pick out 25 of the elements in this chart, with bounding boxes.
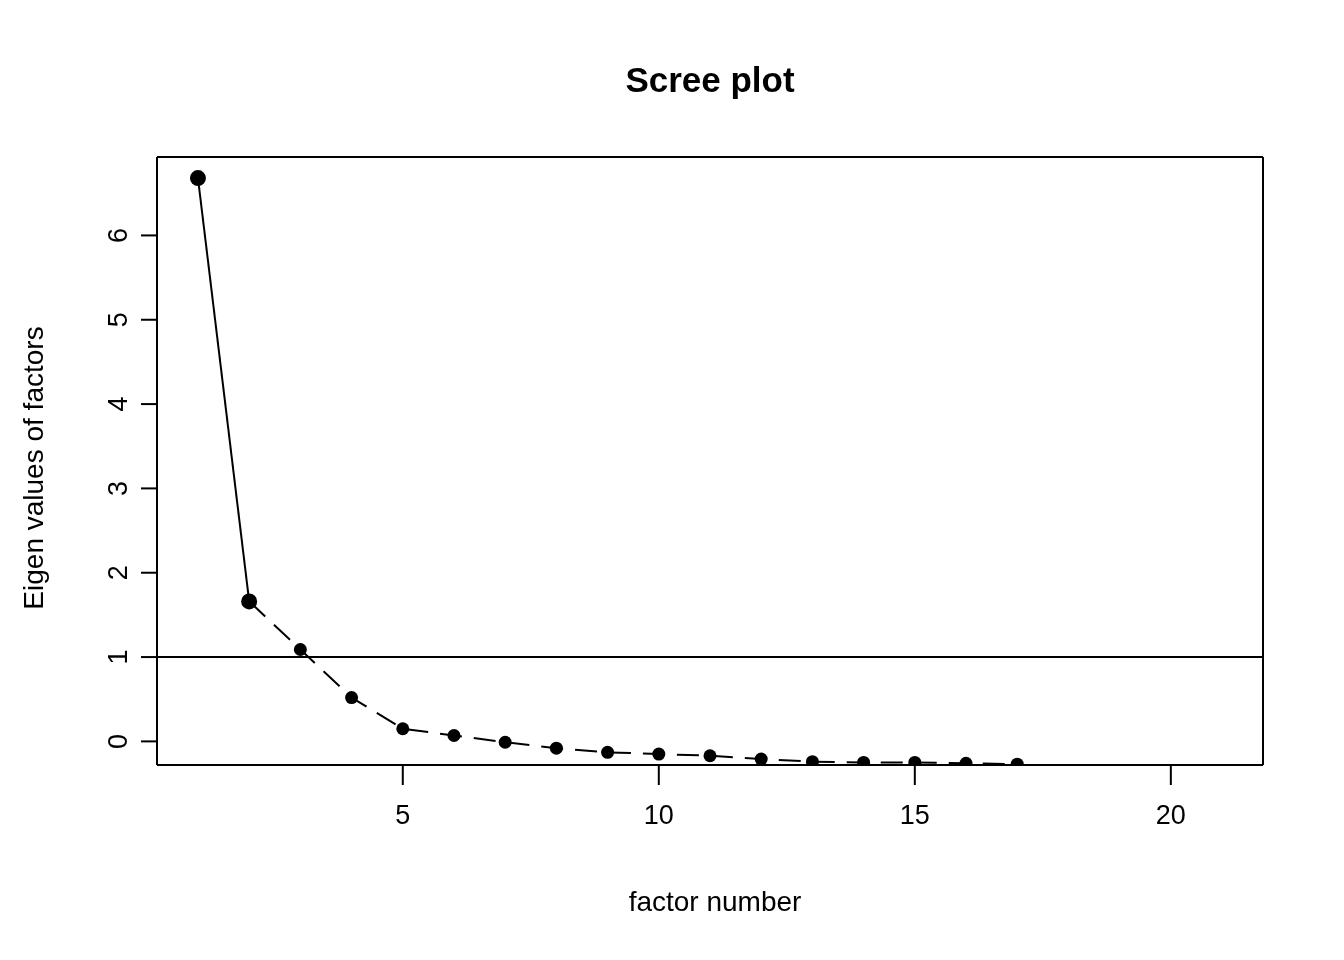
point	[754, 752, 768, 765]
x-tick-label: 20	[1155, 800, 1186, 831]
point	[293, 642, 307, 656]
y-tick-label: 4	[103, 396, 133, 412]
y-tick-label: 5	[103, 312, 133, 328]
y-tick-label: 3	[103, 480, 133, 496]
point	[189, 170, 206, 187]
y-tick-label: 1	[103, 649, 133, 665]
point	[703, 749, 717, 763]
point	[549, 741, 563, 755]
point	[652, 747, 666, 761]
x-tick-label: 15	[899, 800, 930, 831]
y-tick-label: 0	[103, 733, 133, 749]
point	[396, 722, 410, 736]
point	[345, 691, 359, 705]
chart-title: Scree plot	[624, 60, 796, 100]
y-tick-label: 6	[103, 227, 133, 243]
y-axis-title: Eigen values of factors	[18, 326, 50, 610]
point	[498, 735, 512, 749]
point	[601, 745, 615, 759]
x-tick-label: 10	[643, 800, 674, 831]
x-tick-label: 5	[395, 800, 411, 831]
y-tick-label: 2	[103, 565, 133, 581]
point	[447, 728, 461, 742]
x-axis-title: factor number	[627, 886, 803, 918]
